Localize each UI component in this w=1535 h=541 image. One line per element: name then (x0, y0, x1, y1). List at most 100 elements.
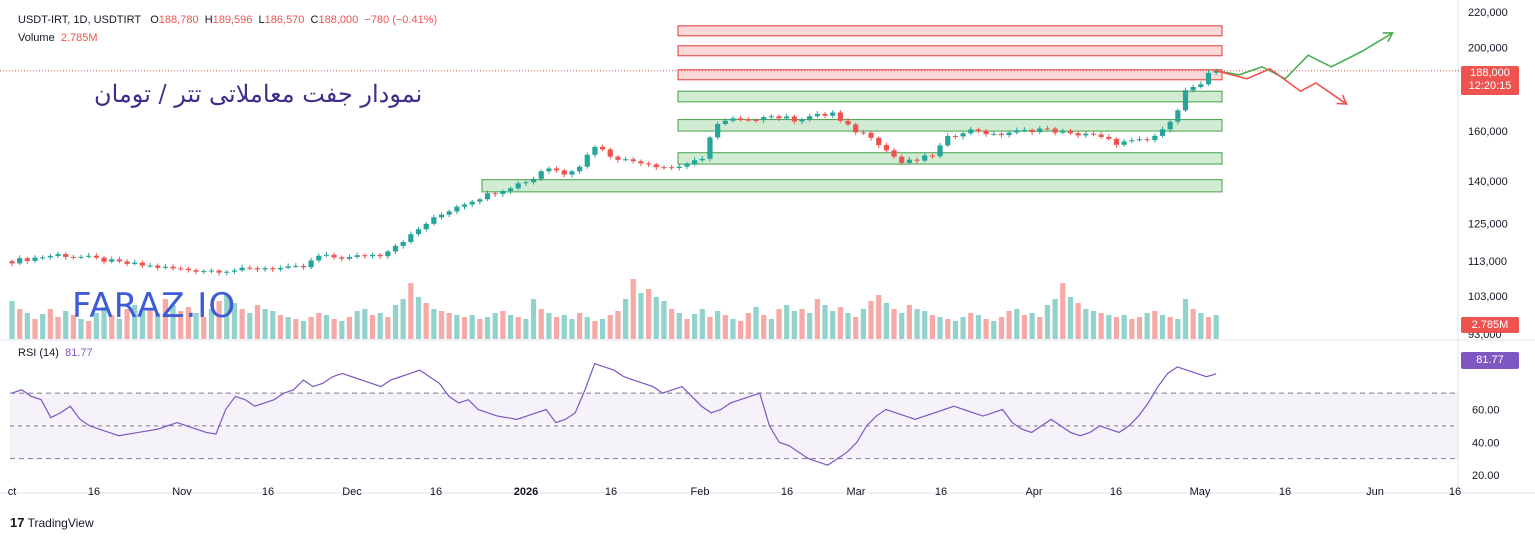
time-tick-label: May (1190, 486, 1211, 498)
volume-bar (385, 317, 391, 339)
watermark-logo: FARAZ.IO (72, 286, 237, 326)
candle-body (646, 163, 652, 165)
candle-body (132, 262, 138, 264)
time-tick-label: 16 (88, 486, 100, 498)
volume-bar (876, 295, 882, 339)
candle-body (323, 254, 330, 256)
candle-body (415, 229, 422, 235)
volume-bar (837, 307, 843, 339)
volume-bar (822, 305, 828, 339)
candle-body (676, 166, 682, 168)
candle-body (699, 158, 705, 161)
volume-bar (78, 319, 84, 339)
volume-bar (316, 313, 322, 339)
low-value: 186,570 (264, 14, 305, 26)
rsi-label[interactable]: RSI (14) (18, 347, 59, 359)
candle-body (807, 116, 813, 120)
candle-body (354, 255, 360, 257)
volume-bar (538, 309, 544, 339)
candle-body (899, 156, 905, 163)
candle-body (876, 137, 882, 146)
candle-body (1121, 141, 1127, 145)
volume-bar (738, 321, 744, 339)
volume-bar (24, 313, 30, 339)
projection-arrowhead (1382, 32, 1394, 43)
volume-bar (868, 301, 874, 339)
volume-bar (1006, 311, 1012, 339)
volume-bar (1098, 313, 1104, 339)
candle-body (1044, 128, 1051, 130)
candle-body (70, 256, 76, 258)
candle-body (860, 132, 866, 134)
volume-bar (891, 309, 897, 339)
candle-body (1213, 70, 1219, 73)
tradingview-brand[interactable]: 17 TradingView (10, 515, 94, 530)
volume-bar (761, 315, 767, 339)
candle-body (1144, 139, 1150, 141)
candle-body (791, 116, 797, 122)
price-tick-label: 160,000 (1468, 126, 1508, 138)
volume-bar (807, 313, 813, 339)
candle-body (615, 156, 621, 160)
volume-bar (753, 307, 759, 339)
volume-bar (684, 319, 690, 339)
volume-bar (132, 305, 138, 339)
volume-bar (569, 319, 575, 339)
rsi-badge: 81.77 (1461, 352, 1519, 369)
volume-bar (277, 315, 284, 339)
volume-bar (576, 313, 583, 339)
volume-bar (814, 299, 820, 339)
candle-body (753, 119, 759, 121)
candle-body (653, 164, 659, 168)
symbol-label[interactable]: USDT-IRT, 1D, USDTIRT (18, 14, 142, 26)
low-label: L (258, 14, 265, 26)
volume-bar (247, 313, 253, 339)
support-zone (677, 119, 1223, 132)
candle-body (1037, 128, 1043, 133)
candle-body (63, 254, 69, 257)
time-tick-label: 2026 (514, 486, 538, 498)
candle-body (1083, 133, 1089, 136)
volume-bar (1106, 315, 1112, 339)
high-label: H (204, 14, 213, 26)
candle-body (385, 251, 391, 257)
volume-bar (208, 309, 215, 339)
volume-bar (408, 283, 414, 339)
volume-bar (1121, 315, 1127, 339)
candle-body (707, 137, 713, 159)
rsi-line (11, 362, 1217, 466)
candle-body (1075, 133, 1081, 136)
candle-body (155, 265, 161, 268)
candle-body (553, 168, 560, 171)
support-zone (677, 90, 1223, 103)
candle-body (975, 129, 982, 131)
volume-bar (584, 317, 590, 339)
volume-bar (86, 321, 92, 339)
candle-body (799, 119, 805, 122)
volume-bar (193, 313, 199, 339)
volume-bar (799, 309, 805, 339)
volume-bar (1060, 283, 1066, 339)
candle-body (1198, 84, 1204, 87)
tradingview-text: TradingView (27, 516, 94, 530)
candle-body (86, 255, 92, 257)
volume-bar (638, 293, 644, 339)
volume-bar (983, 319, 989, 339)
candle-body (477, 199, 483, 202)
volume-bar (431, 309, 437, 339)
candle-body (170, 266, 176, 269)
last-price-badge: 188,000 12:20:15 (1461, 66, 1519, 95)
rsi-tick-label: 40.00 (1472, 437, 1500, 449)
volume-bar (906, 305, 912, 339)
volume-label[interactable]: Volume (18, 32, 55, 44)
candle-body (32, 257, 38, 261)
candle-body (1098, 134, 1104, 137)
volume-bar (331, 319, 337, 339)
time-tick-label: Feb (691, 486, 710, 498)
rsi-header: RSI (14) 81.77 (18, 347, 93, 359)
candle-body (607, 149, 613, 157)
candle-body (937, 145, 943, 157)
volume-bar (300, 321, 307, 339)
candle-body (569, 171, 575, 175)
